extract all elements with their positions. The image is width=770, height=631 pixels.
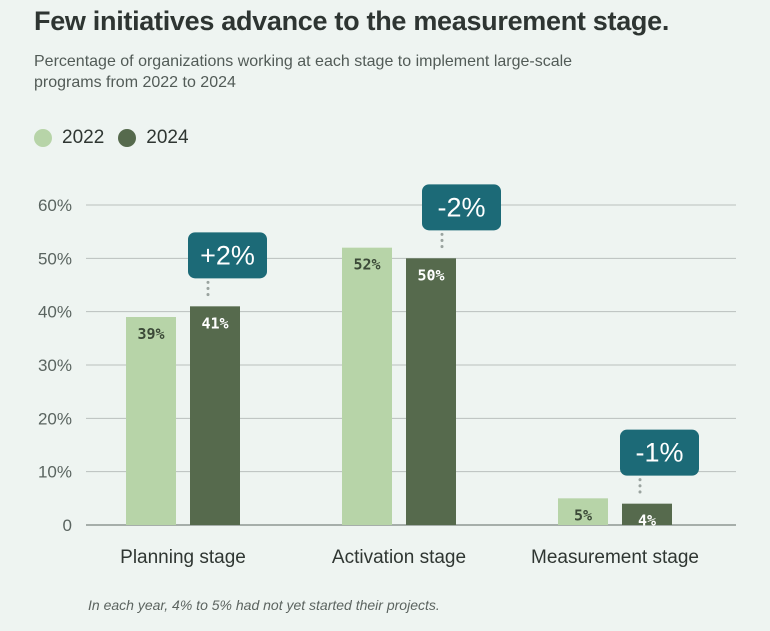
bar-label-planning-2024: 41% bbox=[201, 314, 228, 332]
bar-measurement-2024 bbox=[622, 503, 672, 525]
bar-label-measurement-2022: 5% bbox=[574, 506, 592, 524]
legend-label-2024: 2024 bbox=[146, 127, 189, 148]
y-tick-label-60: 60% bbox=[38, 196, 72, 215]
legend: 2022 2024 bbox=[34, 127, 203, 149]
change-badge-measurement bbox=[620, 429, 699, 476]
y-tick-label-30: 30% bbox=[38, 356, 72, 375]
legend-item-2022: 2022 bbox=[34, 127, 104, 149]
chart-subtitle: Percentage of organizations working at e… bbox=[34, 53, 573, 91]
bar-label-activation-2022: 52% bbox=[353, 256, 380, 274]
category-label-measurement: Measurement stage bbox=[531, 547, 699, 568]
category-label-planning: Planning stage bbox=[120, 547, 246, 568]
y-tick-label-0: 0 bbox=[63, 516, 72, 535]
y-tick-label-10: 10% bbox=[38, 463, 72, 482]
legend-item-2024: 2024 bbox=[118, 127, 189, 149]
bar-label-measurement-2024: 4% bbox=[638, 512, 656, 530]
change-label-measurement: -1% bbox=[635, 438, 683, 468]
change-badge-planning bbox=[188, 232, 267, 279]
change-badge-activation bbox=[422, 184, 501, 231]
legend-label-2022: 2022 bbox=[62, 127, 105, 148]
bar-label-activation-2024: 50% bbox=[417, 266, 444, 284]
chart-title: Few initiatives advance to the measureme… bbox=[34, 6, 670, 36]
legend-swatch-2024 bbox=[118, 129, 137, 147]
bar-activation-2024 bbox=[406, 258, 456, 525]
category-label-activation: Activation stage bbox=[332, 547, 466, 568]
y-tick-label-40: 40% bbox=[38, 303, 72, 322]
change-label-activation: -2% bbox=[437, 192, 485, 222]
change-label-planning: +2% bbox=[200, 240, 255, 270]
bar-planning-2024 bbox=[190, 306, 240, 525]
y-tick-label-20: 20% bbox=[38, 409, 72, 428]
bar-label-planning-2022: 39% bbox=[137, 325, 164, 343]
footnote: In each year, 4% to 5% had not yet start… bbox=[88, 597, 440, 613]
legend-swatch-2022 bbox=[34, 129, 52, 147]
bar-activation-2022 bbox=[342, 247, 392, 525]
y-tick-label-50: 50% bbox=[38, 249, 72, 268]
bar-planning-2022 bbox=[126, 317, 176, 525]
bar-measurement-2022 bbox=[558, 498, 608, 525]
